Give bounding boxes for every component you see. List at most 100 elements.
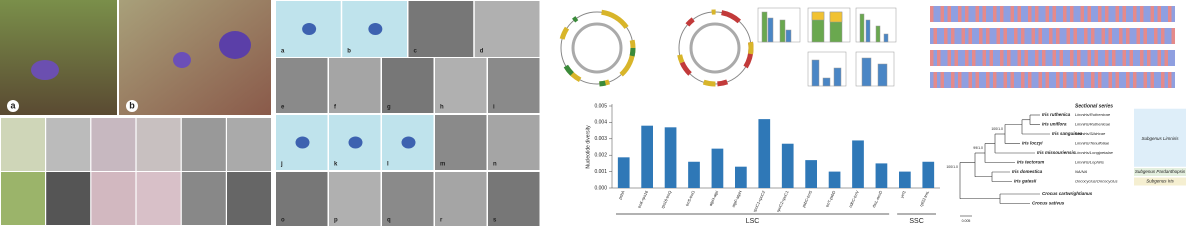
pollen bbox=[401, 136, 416, 149]
heat-cell bbox=[1143, 6, 1147, 22]
heat-cell bbox=[1087, 50, 1091, 66]
heat-cell bbox=[1101, 6, 1105, 22]
taxon: Iris gatesii bbox=[1014, 179, 1037, 184]
heat-cell bbox=[1052, 6, 1056, 22]
heat-cell bbox=[1140, 28, 1144, 44]
y-tick-label: 0.001 bbox=[594, 169, 607, 175]
heat-cell bbox=[1021, 50, 1025, 66]
heat-cell bbox=[1045, 6, 1049, 22]
bar bbox=[899, 171, 911, 188]
heat-cell bbox=[1101, 72, 1105, 88]
heat-cell bbox=[1119, 6, 1123, 22]
heat-cell bbox=[1161, 6, 1165, 22]
panel-label: q bbox=[387, 218, 391, 224]
panel-label: k bbox=[334, 162, 338, 168]
y-tick-label: 0.004 bbox=[594, 120, 607, 126]
x-tick-label: atpH-atpI bbox=[708, 190, 719, 207]
heat-cell bbox=[1157, 72, 1161, 88]
micrograph bbox=[329, 58, 381, 113]
heat-cell bbox=[1164, 6, 1168, 22]
heat-cell bbox=[1000, 6, 1004, 22]
tree-header: Sectional series bbox=[1075, 103, 1113, 109]
micrograph bbox=[474, 1, 540, 57]
heat-cell bbox=[1094, 50, 1098, 66]
heat-cell bbox=[996, 28, 1000, 44]
heat-cell bbox=[972, 50, 976, 66]
heat-cell bbox=[958, 6, 962, 22]
x-tick-label: rps16-trnQ bbox=[660, 190, 673, 209]
subgenus: Subgenus Iris bbox=[1146, 179, 1174, 184]
heat-cell bbox=[937, 72, 941, 88]
bar bbox=[828, 171, 841, 188]
heat-cell bbox=[986, 6, 990, 22]
y-tick-label: 0.002 bbox=[594, 153, 607, 159]
region-label: LSC bbox=[746, 218, 760, 225]
heat-cell bbox=[1017, 72, 1021, 88]
heat-cell bbox=[1052, 50, 1056, 66]
heat-cell bbox=[986, 28, 990, 44]
subgenus-box bbox=[1134, 168, 1186, 176]
heat-cell bbox=[1077, 50, 1081, 66]
taxon: Iris uniflora bbox=[1042, 122, 1067, 127]
heat-cell bbox=[1024, 50, 1028, 66]
heat-cell bbox=[1136, 28, 1140, 44]
heat-cell bbox=[968, 28, 972, 44]
heat-cell bbox=[1108, 6, 1112, 22]
heat-cell bbox=[1112, 28, 1116, 44]
heat-cell bbox=[1091, 6, 1095, 22]
heat-cell bbox=[1035, 28, 1039, 44]
heat-cell bbox=[1035, 72, 1039, 88]
heat-cell bbox=[1168, 6, 1172, 22]
heat-cell bbox=[1059, 72, 1063, 88]
heat-cell bbox=[1073, 28, 1077, 44]
heat-cell bbox=[1105, 6, 1109, 22]
micrograph bbox=[91, 118, 136, 171]
heat-cell bbox=[979, 50, 983, 66]
heat-cell bbox=[1119, 28, 1123, 44]
heat-cell bbox=[1094, 72, 1098, 88]
heat-cell bbox=[1070, 6, 1074, 22]
heat-cell bbox=[1171, 50, 1175, 66]
heat-cell bbox=[1003, 50, 1007, 66]
heat-cell bbox=[1066, 6, 1070, 22]
label-badge bbox=[126, 100, 138, 112]
heat-cell bbox=[982, 28, 986, 44]
photo bbox=[119, 0, 271, 115]
heat-cell bbox=[947, 50, 951, 66]
micrograph bbox=[181, 172, 226, 225]
bar bbox=[922, 161, 935, 188]
heat-cell bbox=[989, 50, 993, 66]
heat-cell bbox=[1129, 50, 1133, 66]
heat-cell bbox=[1028, 28, 1032, 44]
heat-cell bbox=[1136, 50, 1140, 66]
heat-cell bbox=[996, 6, 1000, 22]
heat-cell bbox=[1014, 6, 1018, 22]
heat-cell bbox=[1066, 50, 1070, 66]
heat-cell bbox=[1059, 28, 1063, 44]
heat-cell bbox=[975, 28, 979, 44]
panel-label: b bbox=[129, 100, 135, 110]
heat-cell bbox=[1038, 28, 1042, 44]
heat-cell bbox=[1157, 28, 1161, 44]
heat-cell bbox=[1063, 50, 1067, 66]
taxon: Crocus cartwrightianus bbox=[1042, 191, 1093, 196]
heat-cell bbox=[1014, 72, 1018, 88]
heat-cell bbox=[1084, 72, 1088, 88]
heat-cell bbox=[1063, 72, 1067, 88]
heat-cell bbox=[1059, 6, 1063, 22]
heat-cell bbox=[1066, 72, 1070, 88]
heat-cell bbox=[1010, 6, 1014, 22]
heat-cell bbox=[1031, 50, 1035, 66]
panel-label: m bbox=[440, 162, 445, 168]
heat-cell bbox=[1129, 6, 1133, 22]
heat-cell bbox=[1108, 72, 1112, 88]
pollen bbox=[348, 136, 363, 149]
heat-cell bbox=[951, 6, 955, 22]
bar bbox=[875, 163, 888, 188]
heat-cell bbox=[1171, 72, 1175, 88]
heat-cell bbox=[965, 28, 969, 44]
heat-cell bbox=[954, 72, 958, 88]
heat-cell bbox=[1003, 28, 1007, 44]
heat-cell bbox=[1150, 6, 1154, 22]
heat-cell bbox=[979, 72, 983, 88]
